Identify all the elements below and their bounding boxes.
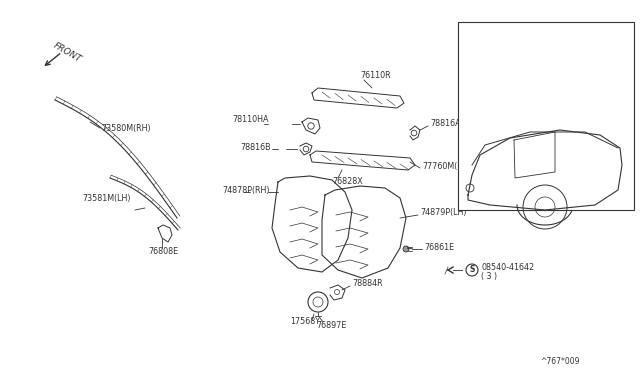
Text: 78884R: 78884R [352, 279, 383, 289]
Text: 74879P(LH): 74879P(LH) [420, 208, 467, 218]
Text: 76897E: 76897E [316, 321, 346, 330]
Text: 78816A: 78816A [430, 119, 461, 128]
Text: 74878P(RH): 74878P(RH) [222, 186, 269, 195]
Text: ^767*009: ^767*009 [541, 357, 580, 366]
Text: 76808E: 76808E [148, 247, 178, 257]
Text: 77760M(RH): 77760M(RH) [422, 163, 472, 171]
Text: 76110R: 76110R [360, 71, 390, 80]
Text: 78110HA: 78110HA [232, 115, 269, 125]
Text: 73581M(LH): 73581M(LH) [82, 193, 131, 202]
Text: 78816B: 78816B [240, 144, 271, 153]
Text: 76861E: 76861E [424, 244, 454, 253]
Text: 17568Y: 17568Y [290, 317, 320, 327]
Bar [458, 22, 634, 210]
Text: S: S [469, 266, 475, 275]
Text: 78110H: 78110H [482, 183, 513, 192]
Text: 73580M(RH): 73580M(RH) [101, 124, 150, 132]
Text: FRONT: FRONT [52, 41, 83, 64]
Text: FRONT: FRONT [570, 34, 602, 55]
Circle shape [403, 246, 409, 252]
Text: 08540-41642: 08540-41642 [481, 263, 534, 273]
Text: ( 3 ): ( 3 ) [481, 272, 497, 280]
Text: 76828X: 76828X [332, 176, 363, 186]
